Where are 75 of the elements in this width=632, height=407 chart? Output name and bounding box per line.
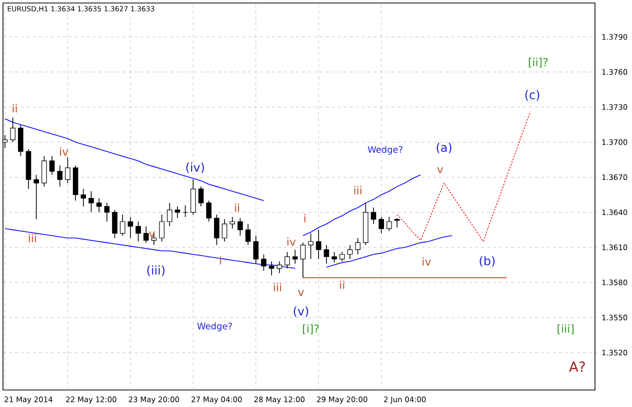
annotation: v [298, 290, 304, 296]
annotation: iv [422, 257, 431, 266]
line-series [326, 235, 452, 268]
candlestick [18, 124, 24, 157]
candlestick [308, 232, 314, 260]
candlestick [136, 221, 141, 242]
candlestick [10, 117, 16, 143]
annotation: [ii]? [528, 58, 548, 68]
annotation: v [437, 167, 444, 174]
annotation: iv [60, 147, 68, 156]
candlestick [143, 226, 149, 244]
candlestick [190, 179, 196, 216]
line-series [302, 174, 421, 236]
annotation: iii [28, 234, 36, 242]
candlestick [120, 214, 126, 236]
candlestick [292, 249, 298, 264]
annotation: iii [274, 282, 281, 292]
candlestick [394, 218, 400, 228]
candlestick [261, 254, 266, 272]
candlestick [49, 156, 55, 176]
annotation: i [304, 214, 306, 222]
candlestick [34, 174, 39, 220]
annotation: (iii) [147, 265, 165, 276]
candlestick [355, 238, 360, 255]
annotation: v [149, 232, 155, 238]
candlestick [222, 218, 228, 242]
annotation: (v) [294, 306, 308, 317]
candlestick [332, 252, 337, 263]
candlestick [238, 218, 243, 236]
candlestick [284, 252, 290, 269]
candlestick [80, 188, 86, 207]
annotation: iv [287, 237, 296, 246]
candlestick [42, 156, 47, 187]
candlestick [57, 165, 62, 187]
candlestick [276, 260, 282, 274]
candlestick [339, 252, 345, 262]
candlestick [386, 216, 392, 232]
candlestick [65, 156, 70, 184]
annotation: i [220, 256, 222, 264]
candlestick [104, 202, 110, 222]
candlestick [268, 260, 274, 276]
candlestick [206, 200, 212, 222]
annotation: (a) [436, 142, 452, 154]
candlestick [88, 190, 94, 213]
annotation: A? [569, 361, 585, 372]
annotation: (b) [480, 256, 495, 267]
annotation: [iii] [558, 324, 574, 334]
candlestick [128, 216, 134, 238]
candlestick [245, 224, 251, 246]
annotation: iii [354, 186, 362, 194]
annotation: [i]? [302, 324, 319, 334]
annotation: ii [12, 104, 17, 112]
candlestick [151, 232, 157, 246]
candlestick [300, 242, 306, 278]
candlestick [347, 244, 353, 260]
annotation: Wedge? [197, 322, 232, 332]
candlestick [370, 207, 376, 224]
candlestick [159, 214, 164, 242]
annotation: Wedge? [368, 146, 402, 155]
candlestick [174, 206, 180, 219]
annotation: ii [235, 203, 240, 212]
candlestick [112, 210, 118, 238]
candlestick [324, 244, 330, 264]
candlestick [316, 229, 322, 260]
candlestick [96, 198, 102, 213]
candlestick [214, 214, 220, 246]
candlestick [182, 204, 188, 218]
candlestick [230, 216, 236, 230]
candlestick [198, 186, 204, 207]
candlestick [166, 202, 172, 227]
annotation: (c) [525, 90, 540, 101]
candlestick [378, 216, 384, 234]
candlestick [253, 235, 259, 264]
annotation: (iv) [186, 162, 204, 174]
annotation: ii [340, 280, 344, 289]
